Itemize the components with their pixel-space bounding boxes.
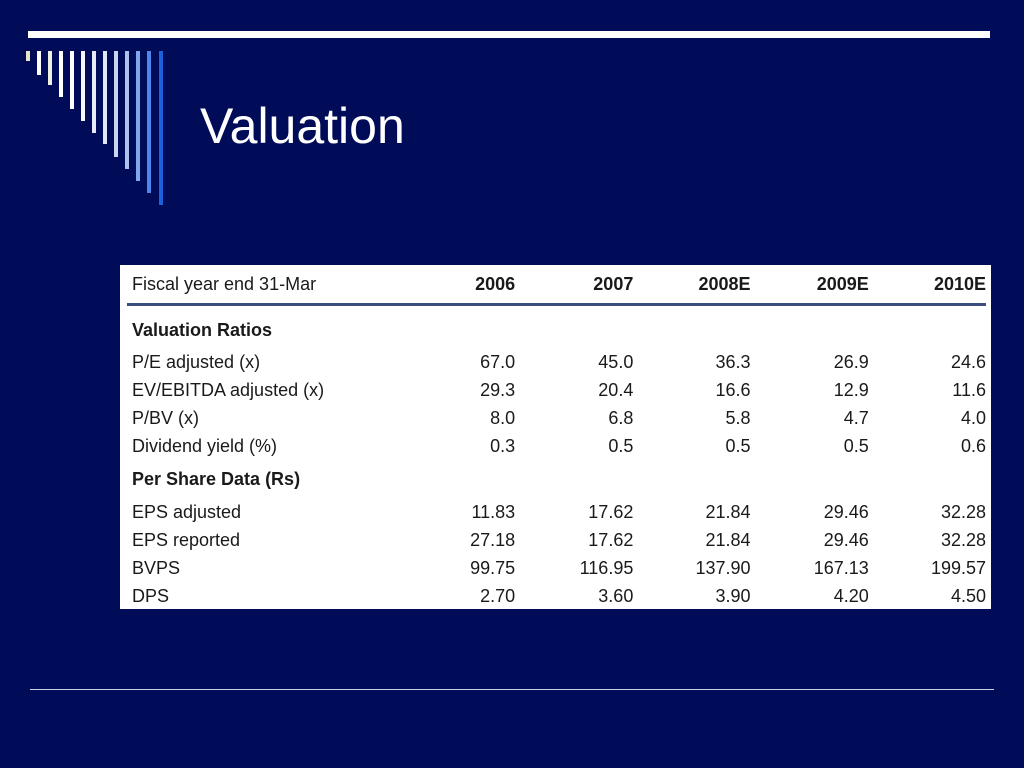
stripe — [147, 51, 151, 193]
stripe — [92, 51, 96, 133]
table-cell: 12.9 — [833, 379, 869, 400]
top-rule — [28, 31, 990, 38]
header-cell: 2008E — [633, 265, 751, 306]
table-cell: 3.90 — [715, 585, 751, 606]
header-cell: 2007 — [515, 265, 634, 306]
table-cell: 199.57 — [930, 557, 986, 578]
table-cell: 4.20 — [833, 585, 869, 606]
table-cell: 17.62 — [588, 529, 634, 550]
table-row: EV/EBITDA adjusted (x) 29.3 20.4 16.6 12… — [127, 376, 986, 404]
table-cell: 0.5 — [725, 435, 751, 456]
table-cell: 20.4 — [598, 379, 634, 400]
row-label: EV/EBITDA adjusted (x) — [132, 379, 325, 400]
table-cell: 32.28 — [940, 501, 986, 522]
table-cell: 36.3 — [715, 351, 751, 372]
table-cell: 32.28 — [940, 529, 986, 550]
table-cell: 0.5 — [608, 435, 634, 456]
section-heading-row: Valuation Ratios — [127, 305, 986, 349]
table-cell: 3.60 — [598, 585, 634, 606]
table-row: P/BV (x) 8.0 6.8 5.8 4.7 4.0 — [127, 404, 986, 432]
stripe — [26, 51, 30, 61]
table-cell: 29.46 — [823, 501, 869, 522]
table-cell: 8.0 — [490, 407, 516, 428]
table-row: Dividend yield (%) 0.3 0.5 0.5 0.5 0.6 — [127, 432, 986, 460]
table-header-row: Fiscal year end 31-Mar 2006 2007 2008E 2… — [127, 265, 986, 306]
table-cell: 137.90 — [695, 557, 751, 578]
table-cell: 116.95 — [579, 557, 634, 578]
table-cell: 16.6 — [715, 379, 751, 400]
row-label: P/BV (x) — [132, 407, 200, 428]
table-cell: 27.18 — [470, 529, 516, 550]
table-row: EPS adjusted 11.83 17.62 21.84 29.46 32.… — [127, 498, 986, 526]
table-cell: 45.0 — [598, 351, 634, 372]
table-cell: 24.6 — [950, 351, 986, 372]
table-cell: 0.6 — [960, 435, 986, 456]
stripe — [103, 51, 107, 144]
table-cell: 5.8 — [725, 407, 751, 428]
table-cell: 11.6 — [952, 379, 986, 400]
table-row: EPS reported 27.18 17.62 21.84 29.46 32.… — [127, 526, 986, 554]
stripe — [70, 51, 74, 109]
table-row: DPS 2.70 3.60 3.90 4.20 4.50 — [127, 582, 986, 610]
header-cell: 2010E — [868, 265, 986, 306]
table-cell: 4.7 — [843, 407, 869, 428]
header-cell: Fiscal year end 31-Mar — [127, 265, 392, 306]
stripe — [114, 51, 118, 157]
stripe — [125, 51, 129, 169]
row-label: BVPS — [132, 557, 181, 578]
section-title: Valuation Ratios — [132, 319, 273, 340]
row-label: P/E adjusted (x) — [132, 351, 261, 372]
table-cell: 167.13 — [813, 557, 869, 578]
table-row: BVPS 99.75 116.95 137.90 167.13 199.57 — [127, 554, 986, 582]
decorative-stripes — [0, 0, 170, 210]
stripe — [159, 51, 163, 205]
section-heading-row: Per Share Data (Rs) — [127, 460, 986, 498]
slide-title: Valuation — [200, 98, 405, 154]
table-cell: 17.62 — [588, 501, 634, 522]
row-label: EPS reported — [132, 529, 241, 550]
table-cell: 99.75 — [470, 557, 516, 578]
table-cell: 0.3 — [490, 435, 516, 456]
table-cell: 21.84 — [705, 501, 751, 522]
section-title: Per Share Data (Rs) — [132, 468, 301, 489]
header-cell: 2009E — [750, 265, 869, 306]
table-cell: 67.0 — [480, 351, 516, 372]
table-cell: 11.83 — [471, 501, 516, 522]
row-label: EPS adjusted — [132, 501, 242, 522]
stripe — [136, 51, 140, 181]
stripe — [48, 51, 52, 85]
table-cell: 2.70 — [480, 585, 516, 606]
table-cell: 26.9 — [833, 351, 869, 372]
stripe — [59, 51, 63, 97]
table-row: P/E adjusted (x) 67.0 45.0 36.3 26.9 24.… — [127, 348, 986, 376]
table-cell: 0.5 — [843, 435, 869, 456]
row-label: Dividend yield (%) — [132, 435, 278, 456]
valuation-table-panel: Fiscal year end 31-Mar 2006 2007 2008E 2… — [120, 265, 991, 609]
header-cell: 2006 — [391, 265, 516, 306]
row-label: DPS — [132, 585, 170, 606]
bottom-rule — [30, 689, 994, 690]
stripe — [37, 51, 41, 75]
stripe — [81, 51, 85, 121]
table-cell: 6.8 — [608, 407, 634, 428]
valuation-table: Fiscal year end 31-Mar 2006 2007 2008E 2… — [127, 265, 986, 610]
table-cell: 4.50 — [950, 585, 986, 606]
table-cell: 29.3 — [480, 379, 516, 400]
table-cell: 29.46 — [823, 529, 869, 550]
table-cell: 21.84 — [705, 529, 751, 550]
table-cell: 4.0 — [960, 407, 986, 428]
